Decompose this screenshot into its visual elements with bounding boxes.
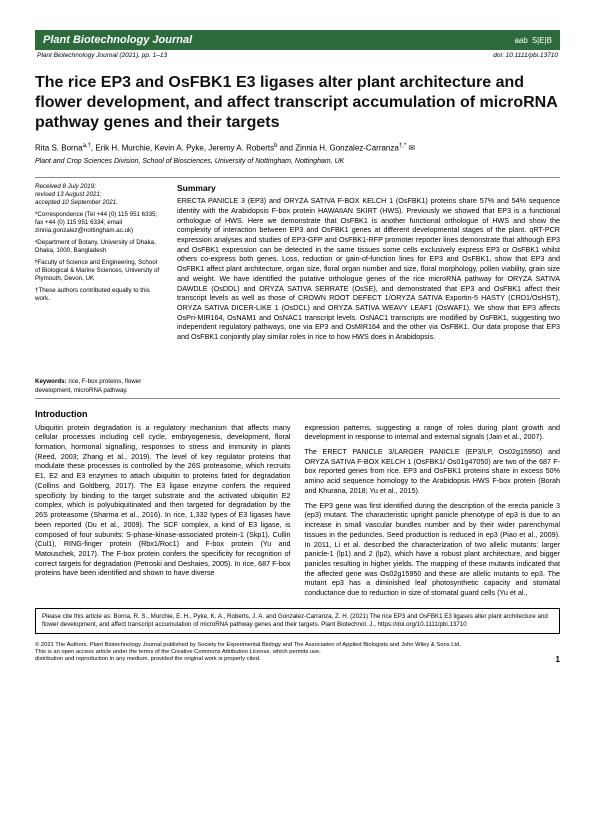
intro-p1: Ubiquitin protein degradation is a regul… <box>35 423 291 579</box>
journal-header: Plant Biotechnology Journal aab S|E|B <box>35 30 560 50</box>
sidebar: Received 8 July 2019;revised 13 August 2… <box>35 183 163 395</box>
seb-logo: S|E|B <box>532 36 552 45</box>
summary-text: ERECTA PANICLE 3 (EP3) and ORYZA SATIVA … <box>177 196 560 342</box>
journal-name: Plant Biotechnology Journal <box>43 34 192 46</box>
correspondence: *Correspondence (Tel +44 (0) 115 951 633… <box>35 211 163 235</box>
page-footer: © 2021 The Authors. Plant Biotechnology … <box>35 642 560 664</box>
publisher-logos: aab S|E|B <box>514 36 552 45</box>
authors: Rita S. Bornaa,†, Erik H. Murchie, Kevin… <box>35 143 560 153</box>
divider <box>35 177 560 178</box>
divider <box>35 398 560 399</box>
article-title: The rice EP3 and OsFBK1 E3 ligases alter… <box>35 73 560 133</box>
citation-box: Please cite this article as: Borna, R. S… <box>35 608 560 634</box>
introduction-heading: Introduction <box>35 409 560 419</box>
copyright: © 2021 The Authors. Plant Biotechnology … <box>35 642 481 664</box>
affiliation: Plant and Crop Sciences Division, School… <box>35 158 560 165</box>
intro-p4: The EP3 gene was first identified during… <box>305 501 561 598</box>
intro-p3: The ERECT PANICLE 3/LARGER PANICLE (EP3/… <box>305 447 561 496</box>
affiliation-a: ᵃDepartment of Botany, University of Dha… <box>35 239 163 255</box>
aab-logo: aab <box>514 36 527 45</box>
received-dates: Received 8 July 2019;revised 13 August 2… <box>35 183 163 207</box>
keywords: Keywords: rice, F-box proteins, flower d… <box>35 378 163 394</box>
journal-issue: Plant Biotechnology Journal (2021), pp. … <box>37 52 167 59</box>
affiliation-b: ᵇFaculty of Science and Engineering, Sch… <box>35 259 163 283</box>
doi: doi: 10.1111/pbi.13710 <box>493 52 558 59</box>
intro-p2: expression patterns, suggesting a range … <box>305 423 561 442</box>
equal-contribution: †These authors contributed equally to th… <box>35 287 163 303</box>
sub-header: Plant Biotechnology Journal (2021), pp. … <box>35 52 560 59</box>
page-number: 1 <box>556 655 560 664</box>
keywords-label: Keywords: <box>35 378 67 385</box>
summary-column: Summary ERECTA PANICLE 3 (EP3) and ORYZA… <box>177 183 560 395</box>
body-text: Ubiquitin protein degradation is a regul… <box>35 423 560 598</box>
summary-heading: Summary <box>177 183 560 194</box>
